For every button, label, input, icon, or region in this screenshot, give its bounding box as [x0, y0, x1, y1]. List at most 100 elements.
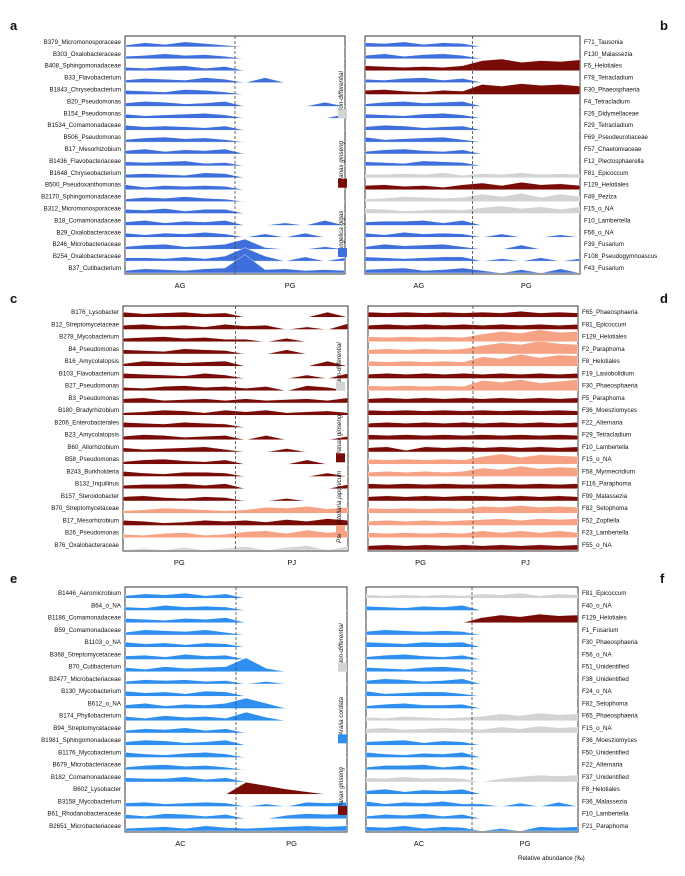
legend-swatch: [336, 453, 345, 463]
ridge-B130_Mycobacterium: [125, 690, 347, 697]
row-label: F58_Myrmecridium: [582, 468, 635, 475]
row-label: F116_Paraphoma: [582, 481, 632, 488]
ridge-F81_Epicoccum: [366, 592, 578, 599]
row-label: F55_o_NA: [582, 542, 612, 549]
ridge-B506_Pseudomonas: [125, 136, 345, 143]
group-label: PJ: [521, 558, 530, 567]
row-label: F40_o_NA: [582, 602, 612, 609]
ridge-B1648_Chryseobacterium: [125, 172, 345, 179]
row-label: F37_Unidentified: [582, 774, 629, 781]
ridge-F69_Pseudeurotiaceae: [365, 136, 580, 143]
panel-d: d F65_Phaeosphaeria F81_Epicoccum F129_Helo…: [336, 291, 668, 567]
ridge-B3_Pseudomonas: [123, 397, 348, 404]
row-label: F39_Fusarium: [584, 241, 624, 248]
row-label: F56_o_NA: [584, 229, 614, 236]
legend-swatch: [338, 248, 347, 257]
row-label: F108_Pseudogymnoascus: [584, 253, 657, 260]
ridge-B1103_o_NA: [125, 641, 347, 648]
ridge-F43_Fusarium: [365, 267, 580, 274]
ridge-F22_Alternaria: [366, 764, 578, 771]
legend-swatch: [336, 381, 345, 391]
row-label: F65_Phaeosphaeria: [582, 713, 638, 720]
ridge-F36_Moesziomyces: [366, 739, 578, 746]
ridge-F12_Plectosphaerella: [365, 160, 580, 167]
group-label: PG: [415, 558, 426, 567]
group-label: PG: [285, 281, 296, 290]
row-label: B243_Burkholderia: [66, 468, 119, 475]
ridge-F65_Phaeosphaeria: [366, 712, 578, 721]
row-label: F29_Tetracladium: [584, 122, 633, 129]
legend-label: Angelica gigas: [338, 211, 345, 252]
panel-letter-c: c: [10, 291, 17, 306]
row-label: B206_Enterobacterales: [54, 419, 119, 426]
row-label: F130_Malassezia: [584, 51, 633, 58]
row-label: B180_Bradyrhizobium: [58, 407, 119, 414]
row-label: F23_Lambertella: [582, 530, 629, 537]
row-label: F26_Didymellaceae: [584, 110, 639, 117]
ridge-F10_Lambertella: [366, 813, 578, 820]
figure-note: Relative abundance (‰): [518, 855, 585, 862]
ridge-F22_Alternaria: [368, 422, 578, 428]
row-label: F30_Phaeosphaeria: [584, 87, 640, 94]
panel-b: b F71_Tausonia F130_Malassezia F5_Helotiale…: [338, 18, 668, 290]
panel-e: e B1446_Aeromicrobium B64_o_NA B1186_Comamo…: [10, 571, 348, 848]
row-label: B23_Amycolatopsis: [65, 432, 119, 439]
row-label: B59_Comamonadaceae: [54, 627, 121, 634]
panel-letter-d: d: [660, 291, 668, 306]
panel-a: a B379_Micromonosporaceae B303_Oxalobacter…: [10, 18, 346, 290]
row-label: B312_Micromonosporaceae: [44, 206, 122, 213]
row-label: B1446_Aeromicrobium: [58, 590, 121, 597]
row-label: B76_Oxalobacteraceae: [54, 542, 119, 549]
ridge-F129_Helotiales: [365, 181, 580, 190]
row-label: F10_Lambertella: [582, 811, 629, 818]
legend-label: Panax ginseng: [338, 140, 345, 181]
row-label: F57_Chaetomiaceae: [584, 146, 642, 153]
legend-label: Pseudostellaria japonicum: [336, 471, 343, 543]
row-label: B246_Microbacteriaceae: [53, 241, 122, 248]
row-label: F12_Plectosphaerella: [584, 158, 644, 165]
row-label: B60_Allorhizobium: [67, 444, 119, 451]
row-label: F36_Moesziomyces: [582, 737, 637, 744]
row-label: F36_Moesziomyces: [582, 407, 637, 414]
group-label: AG: [413, 281, 424, 290]
row-label: B18_Comamonadaceae: [54, 217, 121, 224]
ridge-F81_Epicoccum: [365, 172, 580, 179]
row-label: F2_Paraphoma: [582, 346, 625, 353]
row-label: F65_Phaeosphaeria: [582, 309, 638, 316]
ridge-F82_Setophoma: [366, 703, 578, 709]
row-label: B4_Pseudomonas: [68, 346, 119, 353]
ridge-B1176_Mycobacterium: [125, 752, 347, 758]
row-label: B176_Lysobacter: [71, 309, 119, 316]
legend: Non-differential Panax ginseng Pseudostell…: [336, 342, 345, 543]
row-label: F81_Epicoccum: [582, 321, 626, 328]
group-label: PG: [520, 839, 531, 848]
ridge-B176_Lysobacter: [123, 311, 348, 318]
row-label: B602_Lysobacter: [73, 786, 121, 793]
row-label: B17_Mesorhizobium: [65, 146, 121, 153]
ridge-B1446_Aeromicrobium: [125, 592, 347, 599]
row-label: F15_o_NA: [582, 725, 612, 732]
group-label: PJ: [287, 558, 296, 567]
ridge-F65_Phaeosphaeria: [368, 310, 578, 318]
row-label: B20_Pseudomonas: [67, 98, 121, 105]
row-label: F129_Helotiales: [582, 615, 627, 622]
legend-label: Non-differential: [336, 342, 343, 385]
ridge-B23_Amycolatopsis: [123, 434, 348, 441]
row-label: B94_Streptomycetaceae: [53, 725, 121, 732]
panel-f: f F81_Epicoccum F40_o_NA F129_Helotiales F1_…: [338, 571, 665, 848]
ridge-B58_Pseudomonas: [123, 458, 348, 465]
ridge-F30_Phaeosphaeria: [365, 83, 580, 95]
row-label: B500_Pseudoxanthomonas: [45, 182, 121, 189]
row-label: F4_Tetracladium: [584, 98, 630, 105]
row-label: B58_Pseudomonas: [65, 456, 119, 463]
row-label: B157_Steroidobacter: [61, 493, 119, 500]
ridge-B1436_Flavobacteriaceae: [125, 160, 345, 167]
ridge-B29_Oxalobacteraceae: [125, 232, 345, 238]
row-label: B278_Mycobacterium: [59, 334, 119, 341]
row-label: F81_Epicoccum: [584, 170, 628, 177]
row-label: F5_Paraphoma: [582, 395, 625, 402]
row-label: F10_Lambertella: [584, 217, 631, 224]
row-label: B1981_Sphingomonadaceae: [41, 737, 121, 744]
row-label: B61_Rhodanobacteraceae: [47, 811, 121, 818]
row-label: B103_Flavobacterium: [59, 370, 119, 377]
